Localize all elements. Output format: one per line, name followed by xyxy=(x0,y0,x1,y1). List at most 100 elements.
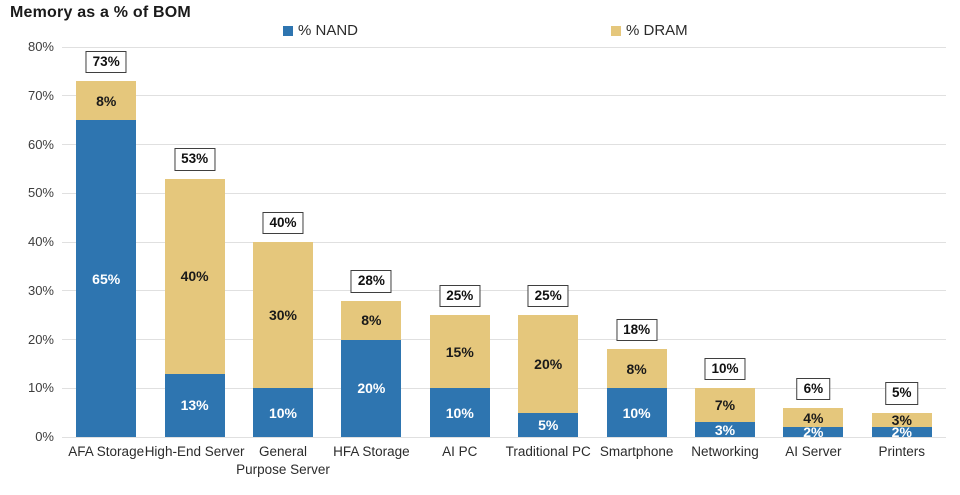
y-tick-label: 0% xyxy=(35,429,54,444)
y-tick-label: 50% xyxy=(27,185,54,201)
bar-slot: 2% 4% 6% xyxy=(769,47,857,441)
bar-slot: 10% 8% 18% xyxy=(592,47,680,437)
y-tick-label: 70% xyxy=(27,87,54,103)
category-label: High-End Server xyxy=(144,444,245,459)
nand-value-label: 2% xyxy=(891,424,912,441)
bar-slot: 10% 15% 25% xyxy=(416,47,504,437)
nand-value-label: 10% xyxy=(445,404,474,421)
stacked-bar: 3% 7% 10% xyxy=(694,358,755,438)
dram-value-label: 15% xyxy=(445,343,474,360)
total-label: 18% xyxy=(616,319,658,342)
nand-swatch-icon xyxy=(283,25,293,36)
nand-segment: 2% xyxy=(783,424,844,441)
category-label: Networking xyxy=(691,444,759,459)
legend-dram-label: % DRAM xyxy=(626,22,688,39)
gridline xyxy=(62,95,946,97)
nand-value-label: 10% xyxy=(622,404,651,421)
total-label: 25% xyxy=(527,284,569,308)
bar-slot: 3% 7% 10% xyxy=(681,47,769,437)
plot-area: 0% 10% 20% 30% 40% 50% 60% 70% 80% 65% 8% 73% AFA St… xyxy=(28,39,946,477)
total-label: 6% xyxy=(796,377,831,400)
stacked-bar: 65% 8% 73% xyxy=(76,50,137,437)
y-tick-label: 20% xyxy=(27,331,54,347)
dram-value-label: 8% xyxy=(626,360,647,377)
category-label: Printers xyxy=(878,444,926,459)
nand-segment: 13% xyxy=(164,373,225,437)
dram-value-label: 7% xyxy=(714,397,736,414)
y-tick-label: 30% xyxy=(27,282,54,298)
nand-value-label: 20% xyxy=(357,380,386,397)
gridline xyxy=(62,241,946,243)
dram-segment: 8% xyxy=(606,349,667,389)
dram-segment: 8% xyxy=(76,81,137,121)
category-label: Traditional PC xyxy=(505,444,591,459)
dram-value-label: 4% xyxy=(803,409,824,426)
stacked-bar: 20% 8% 28% xyxy=(341,270,402,437)
gridline xyxy=(62,387,946,389)
y-tick-label: 60% xyxy=(27,136,54,152)
gridline xyxy=(62,436,946,438)
nand-segment: 2% xyxy=(871,424,932,441)
dram-value-label: 8% xyxy=(96,92,117,109)
category-label: General Purpose Server xyxy=(236,444,330,477)
nand-value-label: 2% xyxy=(803,424,824,441)
y-tick-label: 10% xyxy=(27,380,54,396)
dram-value-label: 40% xyxy=(180,268,209,285)
bar-slot: 2% 3% 5% xyxy=(858,47,946,441)
nand-segment: 5% xyxy=(518,412,579,437)
category-label: HFA Storage xyxy=(333,444,410,459)
nand-value-label: 10% xyxy=(268,404,297,421)
y-tick-label: 80% xyxy=(27,39,54,54)
total-label: 5% xyxy=(885,382,919,405)
gridline xyxy=(62,46,946,48)
gridline xyxy=(62,290,946,292)
bar-slot: 10% 30% 40% xyxy=(239,47,327,437)
stacked-bar: 2% 4% 6% xyxy=(783,377,844,441)
nand-value-label: 13% xyxy=(180,397,209,414)
stacked-bar: 2% 3% 5% xyxy=(871,382,932,441)
stacked-bar: 5% 20% 25% xyxy=(518,284,579,437)
dram-value-label: 20% xyxy=(534,355,563,372)
chart-title: Memory as a % of BOM xyxy=(10,4,191,21)
dram-value-label: 8% xyxy=(361,312,382,328)
dram-swatch-icon xyxy=(611,25,621,36)
stacked-bar: 10% 30% 40% xyxy=(252,211,313,437)
nand-value-label: 3% xyxy=(714,421,736,438)
category-label: AI Server xyxy=(785,444,842,459)
total-label: 53% xyxy=(174,148,216,171)
nand-segment: 10% xyxy=(606,388,667,437)
legend-item-nand: % NAND xyxy=(283,22,358,39)
total-label: 25% xyxy=(439,284,481,308)
total-label: 40% xyxy=(262,211,304,234)
dram-segment: 7% xyxy=(694,388,755,423)
gridline xyxy=(62,339,946,340)
y-tick-label: 40% xyxy=(27,234,54,249)
nand-value-label: 65% xyxy=(92,270,121,287)
stacked-bar: 10% 15% 25% xyxy=(429,284,490,437)
dram-segment: 20% xyxy=(518,315,579,413)
dram-value-label: 3% xyxy=(891,411,912,428)
dram-value-label: 30% xyxy=(268,307,297,324)
bar-slot: 65% 8% 73% xyxy=(62,47,150,437)
total-label: 73% xyxy=(85,50,127,74)
total-label: 10% xyxy=(704,358,746,381)
dram-segment: 3% xyxy=(871,411,932,428)
legend-item-dram: % DRAM xyxy=(611,22,688,39)
nand-segment: 20% xyxy=(341,339,402,437)
nand-segment: 10% xyxy=(252,388,313,437)
stacked-bar: 10% 8% 18% xyxy=(606,319,667,437)
nand-segment: 10% xyxy=(429,388,490,437)
dram-segment: 15% xyxy=(429,315,490,389)
bar-slot: 13% 40% 53% xyxy=(150,47,238,437)
nand-segment: 65% xyxy=(76,120,137,437)
category-label: AFA Storage xyxy=(68,444,145,459)
bar-slot: 20% 8% 28% xyxy=(327,47,415,437)
dram-segment: 40% xyxy=(164,178,225,374)
gridline xyxy=(62,144,946,145)
legend-nand-label: % NAND xyxy=(298,22,359,39)
gridline xyxy=(62,192,946,194)
dram-segment: 30% xyxy=(252,242,313,389)
total-label: 28% xyxy=(350,270,392,293)
nand-value-label: 5% xyxy=(538,416,559,433)
